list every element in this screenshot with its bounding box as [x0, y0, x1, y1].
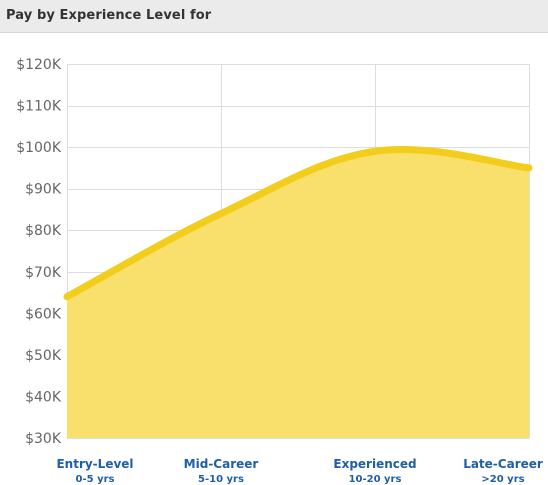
- y-tick-label: $80K: [25, 223, 62, 239]
- y-tick-label: $120K: [16, 57, 62, 73]
- pay-area-fill: [67, 149, 529, 438]
- x-category-sublabel: 10-20 yrs: [349, 474, 402, 485]
- y-tick-label: $30K: [25, 431, 62, 447]
- y-axis-ticks: $30K $40K $50K $60K $70K $80K $90K $100K $110K $1…: [16, 57, 62, 447]
- y-tick-label: $60K: [25, 306, 62, 322]
- x-category-sublabel: >20 yrs: [481, 474, 524, 485]
- y-tick-label: $90K: [25, 182, 62, 198]
- y-tick-label: $50K: [25, 348, 62, 364]
- pay-by-experience-chart: $30K $40K $50K $60K $70K $80K $90K $100K $110K $1…: [16, 57, 543, 485]
- chart-header: Pay by Experience Level for: [0, 0, 548, 33]
- x-category-label: Mid-Career: [184, 457, 259, 471]
- y-tick-label: $70K: [25, 265, 62, 281]
- x-category-label: Experienced: [333, 457, 416, 471]
- x-category-sublabel: 0-5 yrs: [76, 474, 115, 485]
- y-tick-label: $40K: [25, 389, 62, 405]
- y-tick-label: $100K: [16, 140, 62, 156]
- chart-header-title: Pay by Experience Level for: [6, 8, 212, 23]
- x-category-label: Late-Career: [463, 457, 543, 471]
- y-tick-label: $110K: [16, 99, 62, 115]
- pay-line: [63, 145, 533, 301]
- x-category-label: Entry-Level: [56, 457, 133, 471]
- x-axis-categories: Entry-Level 0-5 yrs Mid-Career 5-10 yrs Expe…: [56, 457, 542, 485]
- x-category-sublabel: 5-10 yrs: [198, 474, 244, 485]
